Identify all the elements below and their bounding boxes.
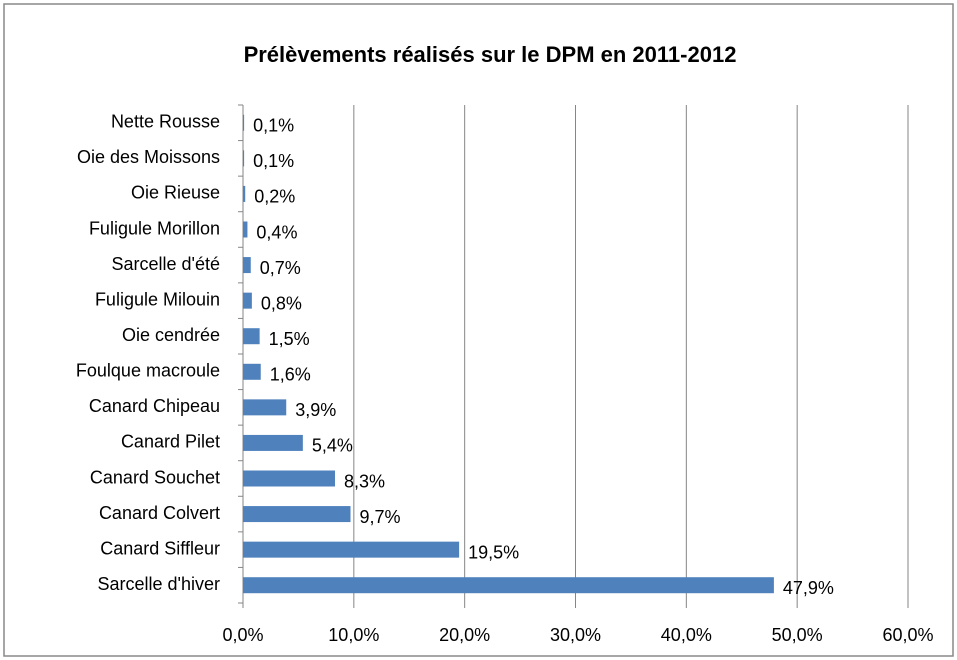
y-tick-label: Foulque macroule — [76, 361, 220, 381]
x-tick-label: 10,0% — [328, 625, 379, 645]
bar — [243, 328, 260, 345]
x-tick-label: 20,0% — [439, 625, 490, 645]
x-tick-label: 0,0% — [222, 625, 263, 645]
y-tick-label: Canard Souchet — [90, 467, 220, 487]
bar — [243, 577, 774, 594]
data-label: 8,3% — [344, 471, 385, 491]
y-tick-label: Fuligule Morillon — [89, 218, 220, 238]
x-tick-label: 60,0% — [882, 625, 933, 645]
data-label: 0,7% — [260, 258, 301, 278]
data-label: 0,4% — [256, 222, 297, 242]
x-tick-label: 30,0% — [550, 625, 601, 645]
data-label: 47,9% — [783, 578, 834, 598]
data-label: 0,1% — [253, 151, 294, 171]
bar — [243, 399, 287, 416]
y-tick-label: Fuligule Milouin — [95, 289, 220, 309]
bar — [243, 114, 245, 131]
y-tick-label: Sarcelle d'été — [111, 254, 220, 274]
bar — [243, 221, 248, 238]
y-tick-label: Oie des Moissons — [77, 147, 220, 167]
data-label: 1,6% — [270, 365, 311, 385]
bar — [243, 541, 460, 558]
bar — [243, 185, 246, 202]
y-tick-label: Oie cendrée — [122, 325, 220, 345]
bar — [243, 434, 303, 451]
y-tick-label: Nette Rousse — [111, 112, 220, 132]
bar — [243, 506, 351, 523]
data-label: 0,1% — [253, 116, 294, 136]
x-tick-label: 40,0% — [661, 625, 712, 645]
chart-frame — [3, 3, 954, 657]
bar — [243, 470, 335, 487]
y-tick-label: Canard Pilet — [121, 432, 220, 452]
bar — [243, 257, 251, 274]
bar — [243, 150, 245, 167]
bar — [243, 292, 252, 309]
y-tick-label: Canard Siffleur — [100, 538, 220, 558]
bar — [243, 363, 261, 380]
data-label: 3,9% — [295, 400, 336, 420]
data-label: 0,8% — [261, 293, 302, 313]
data-label: 5,4% — [312, 436, 353, 456]
data-label: 0,2% — [254, 187, 295, 207]
data-label: 9,7% — [360, 507, 401, 527]
y-tick-label: Sarcelle d'hiver — [98, 574, 221, 594]
x-tick-label: 50,0% — [772, 625, 823, 645]
data-label: 1,5% — [269, 329, 310, 349]
y-tick-label: Oie Rieuse — [131, 183, 220, 203]
data-label: 19,5% — [468, 542, 519, 562]
chart-title: Prélèvements réalisés sur le DPM en 2011… — [244, 42, 737, 67]
y-tick-label: Canard Colvert — [99, 503, 220, 523]
y-tick-label: Canard Chipeau — [89, 396, 220, 416]
